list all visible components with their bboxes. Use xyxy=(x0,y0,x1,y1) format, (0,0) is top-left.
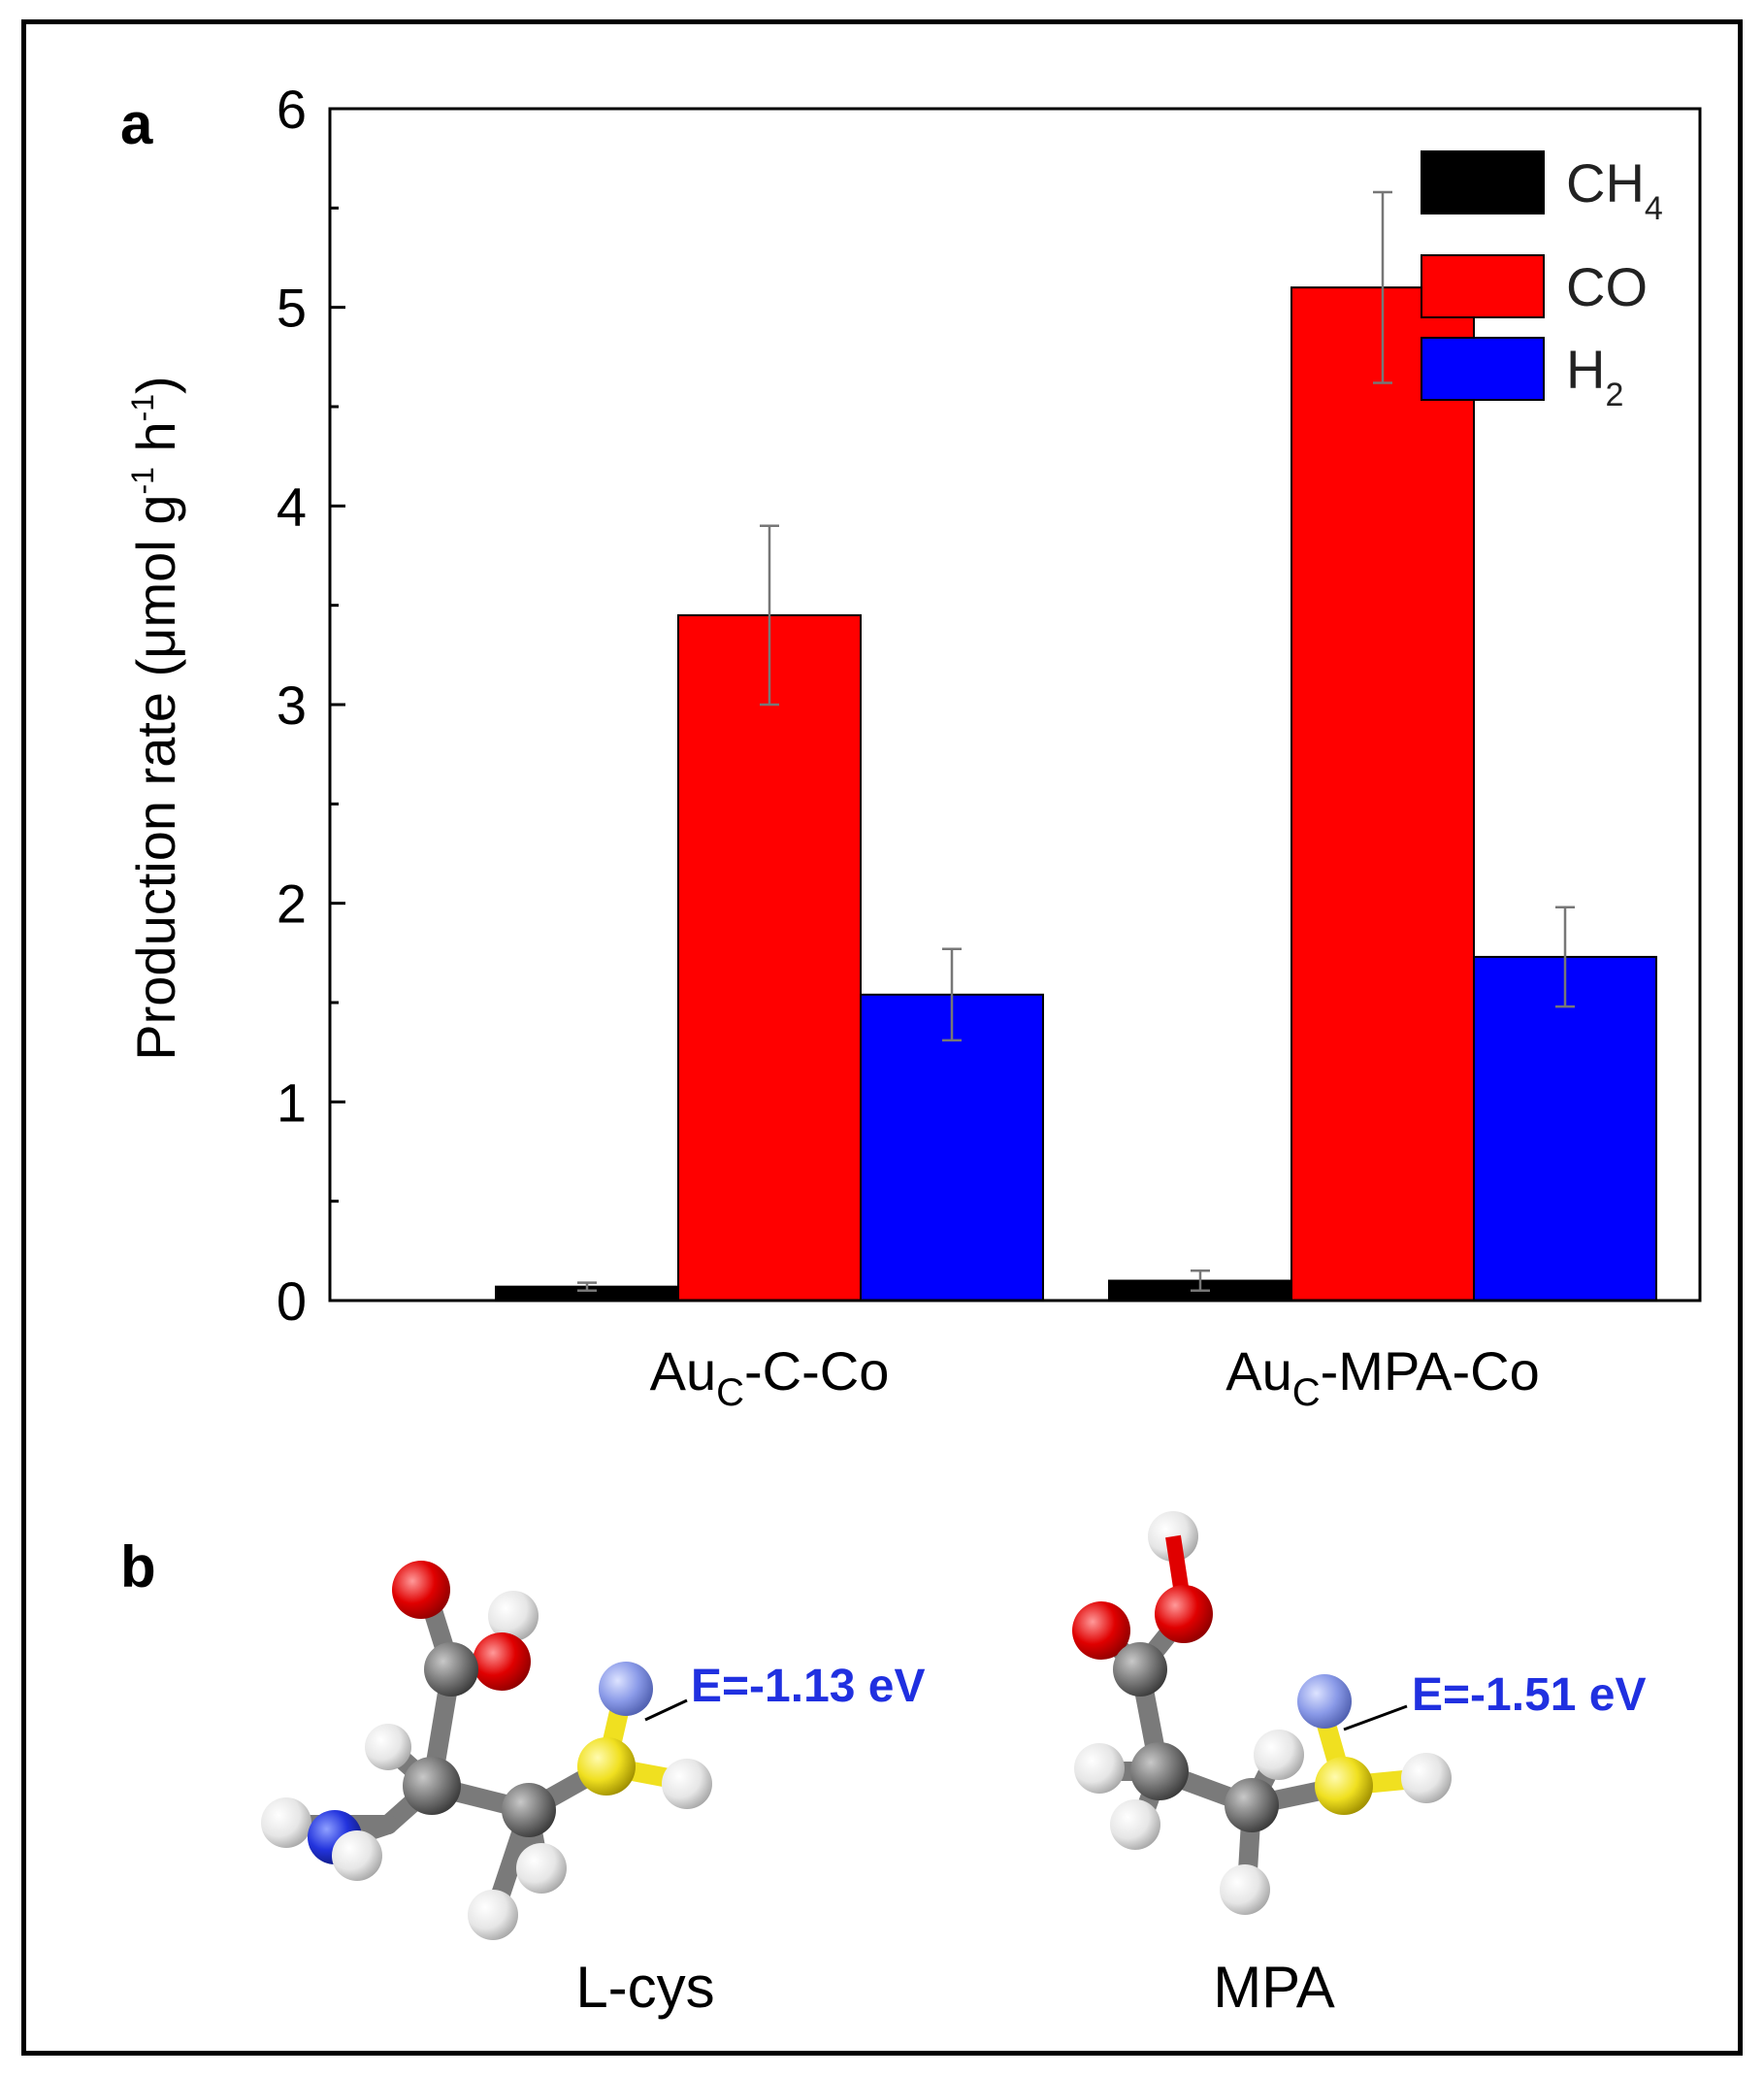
atom-oxygen xyxy=(1072,1601,1130,1660)
plot-area-frame xyxy=(328,107,1702,1302)
x-axis: AuC-C-Co AuC-MPA-Co xyxy=(650,1340,1540,1414)
y-tick-label: 0 xyxy=(277,1270,307,1332)
y-tick-label: 1 xyxy=(277,1071,307,1133)
panel-b-label: b xyxy=(120,1534,156,1599)
atom-hydrogen xyxy=(516,1843,567,1894)
y-axis-label: Production rate (μmol g-1 h-1) xyxy=(125,376,186,1060)
bar-h2-1 xyxy=(860,993,1044,1302)
legend-label-h2: H2 xyxy=(1566,339,1623,413)
legend-swatch-ch4 xyxy=(1421,150,1545,214)
atom-hydrogen xyxy=(261,1797,311,1848)
molecule-mpa: E=-1.51 eV MPA xyxy=(1072,1511,1647,2020)
atom-carbon xyxy=(403,1757,461,1815)
atom-hydrogen xyxy=(1254,1730,1304,1780)
molecule-l-cys: E=-1.13 eV L-cys xyxy=(261,1561,926,2020)
y-axis: 0 1 2 3 4 5 6 xyxy=(277,79,345,1332)
x-tick-label: AuC-MPA-Co xyxy=(1225,1340,1539,1414)
atom-carbon xyxy=(1225,1778,1279,1832)
atom-sulfur xyxy=(1315,1757,1373,1815)
legend-label-ch4: CH4 xyxy=(1566,152,1663,227)
atom-hydrogen xyxy=(1074,1743,1125,1794)
atom-hydrogen xyxy=(468,1890,518,1940)
atom-adsorption-site xyxy=(1297,1674,1352,1729)
legend-label-co: CO xyxy=(1566,256,1648,317)
x-tick-label: AuC-C-Co xyxy=(650,1340,890,1414)
atom-hydrogen xyxy=(1110,1799,1160,1850)
bar-h2-2 xyxy=(1473,955,1657,1302)
energy-label: E=-1.51 eV xyxy=(1412,1669,1647,1721)
atom-carbon xyxy=(502,1783,556,1837)
legend-swatch-h2 xyxy=(1421,337,1545,401)
panel-a-label: a xyxy=(120,91,153,156)
y-tick-label: 4 xyxy=(277,476,307,537)
molecule-name: MPA xyxy=(1213,1955,1335,2020)
legend: CH4 CO H2 xyxy=(1421,150,1663,413)
atom-sulfur xyxy=(577,1737,636,1796)
atom-hydrogen xyxy=(488,1591,539,1641)
legend-swatch-co xyxy=(1421,254,1545,318)
atom-hydrogen xyxy=(662,1759,712,1809)
atom-hydrogen xyxy=(332,1830,382,1881)
energy-pointer xyxy=(1343,1704,1408,1731)
energy-label: E=-1.13 eV xyxy=(691,1661,926,1712)
atom-hydrogen xyxy=(365,1724,411,1770)
y-tick-label: 3 xyxy=(277,675,307,736)
atom-hydrogen xyxy=(1401,1753,1452,1803)
y-tick-label: 2 xyxy=(277,873,307,935)
atom-adsorption-site xyxy=(599,1662,653,1716)
energy-pointer xyxy=(644,1698,688,1722)
atom-carbon xyxy=(1130,1742,1189,1800)
atom-carbon xyxy=(1113,1642,1167,1697)
bar-co-2 xyxy=(1290,286,1475,1302)
atom-carbon xyxy=(424,1642,478,1697)
atom-hydrogen xyxy=(1220,1864,1270,1915)
y-tick-label: 6 xyxy=(277,79,307,140)
y-tick-label: 5 xyxy=(277,278,307,339)
atom-oxygen xyxy=(1155,1585,1213,1643)
atom-oxygen xyxy=(392,1561,450,1619)
bars xyxy=(495,190,1657,1302)
atom-oxygen xyxy=(473,1632,531,1691)
molecule-name: L-cys xyxy=(575,1955,714,2020)
bar-co-1 xyxy=(677,613,862,1302)
